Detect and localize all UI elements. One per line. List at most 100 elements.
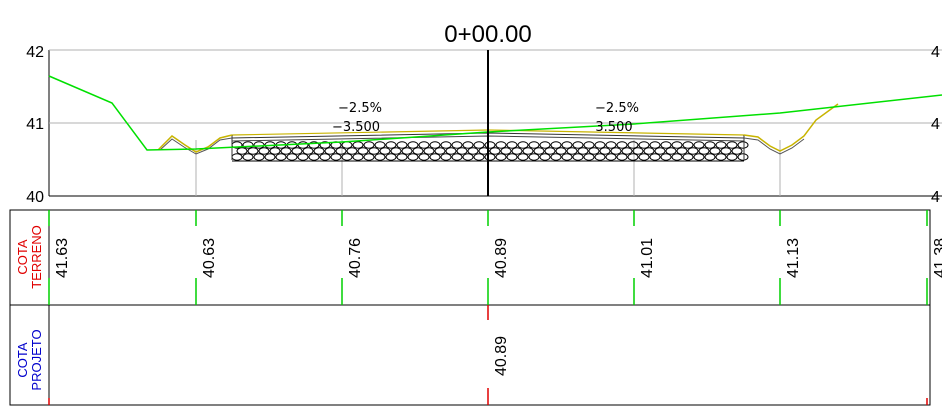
- cobble-stone: [594, 141, 606, 149]
- cobble-stone: [346, 147, 358, 155]
- cobble-stone: [379, 147, 391, 155]
- cobble-stone: [258, 147, 270, 155]
- cobble-stone: [577, 147, 589, 155]
- cobble-stone: [445, 147, 457, 155]
- cobble-stone: [627, 153, 639, 161]
- cobble-stone: [352, 153, 364, 161]
- cobble-stone: [583, 153, 595, 161]
- cobble-stone: [451, 141, 463, 149]
- table-frame: [9, 209, 931, 406]
- cobble-stone: [522, 147, 534, 155]
- cobble-stone: [319, 141, 331, 149]
- cobble-stone: [495, 141, 507, 149]
- cobble-stone: [720, 147, 732, 155]
- y-tick-42: 42: [26, 44, 44, 61]
- cobble-stone: [693, 153, 705, 161]
- width-left-label: −3.500: [332, 120, 380, 135]
- terreno-value: 41.01: [639, 238, 656, 278]
- y-tick-right-41: 4: [931, 116, 940, 133]
- cobble-stone: [610, 147, 622, 155]
- cobble-stone: [539, 141, 551, 149]
- station-title: 0+00.00: [444, 21, 531, 48]
- cobble-stone: [539, 153, 551, 161]
- data-table: [9, 209, 931, 406]
- cobble-stone: [308, 141, 320, 149]
- cobble-stone: [363, 141, 375, 149]
- cobble-stone: [704, 153, 716, 161]
- cobble-stone: [682, 153, 694, 161]
- cobble-stone: [253, 153, 265, 161]
- cobble-stone: [605, 141, 617, 149]
- cobble-stone: [737, 153, 749, 161]
- y-tick-right-42: 4: [931, 44, 940, 61]
- cobble-stone: [737, 141, 749, 149]
- cobble-stone: [385, 141, 397, 149]
- cobble-stone: [368, 147, 380, 155]
- cobble-stone: [456, 147, 468, 155]
- cobble-stone: [649, 141, 661, 149]
- cobble-stone: [671, 153, 683, 161]
- cobble-stone: [588, 147, 600, 155]
- width-right-label: 3.500: [595, 120, 632, 135]
- cobble-stone: [462, 153, 474, 161]
- cobble-stone: [423, 147, 435, 155]
- cobble-stone: [665, 147, 677, 155]
- cobble-stone: [555, 147, 567, 155]
- cobble-stone: [253, 141, 265, 149]
- cobble-stone: [247, 147, 259, 155]
- cobble-stone: [242, 141, 254, 149]
- cobble-stone: [236, 147, 248, 155]
- row-label-terreno: COTA TERRENO: [15, 225, 44, 289]
- cobble-stone: [698, 147, 710, 155]
- cobble-stone: [654, 147, 666, 155]
- row-label-terreno-line1: COTA: [15, 239, 30, 274]
- cobble-stone: [341, 141, 353, 149]
- cobble-stone: [352, 141, 364, 149]
- cobble-stone: [297, 141, 309, 149]
- cobble-stone: [550, 141, 562, 149]
- cobble-stone: [291, 147, 303, 155]
- cobble-stone: [726, 141, 738, 149]
- cobble-stone: [286, 153, 298, 161]
- cobble-stone: [500, 147, 512, 155]
- cobble-stone: [335, 147, 347, 155]
- y-tick-right-40: 4: [931, 189, 940, 206]
- cobble-stone: [715, 153, 727, 161]
- cobble-stone: [566, 147, 578, 155]
- cobble-stone: [467, 147, 479, 155]
- cobble-stone: [511, 147, 523, 155]
- cobble-stone: [440, 141, 452, 149]
- cobble-stone: [632, 147, 644, 155]
- cobble-stone: [396, 141, 408, 149]
- cobble-stone: [682, 141, 694, 149]
- cobble-stone: [676, 147, 688, 155]
- cobble-stone: [605, 153, 617, 161]
- terreno-value: 41.63: [54, 238, 71, 278]
- terreno-value: 40.63: [201, 238, 218, 278]
- cobble-stone: [533, 147, 545, 155]
- cobble-stone: [715, 141, 727, 149]
- cobble-stone: [451, 153, 463, 161]
- terreno-value: 40.89: [493, 238, 510, 278]
- cobble-stone: [412, 147, 424, 155]
- cobble-stone: [660, 153, 672, 161]
- cobble-stone: [473, 153, 485, 161]
- cobble-stone: [561, 153, 573, 161]
- cobble-stone: [638, 153, 650, 161]
- cobble-stone: [583, 141, 595, 149]
- cobble-stone: [313, 147, 325, 155]
- cobble-stone: [517, 153, 529, 161]
- cobble-stone: [418, 141, 430, 149]
- y-tick-40: 40: [26, 189, 44, 206]
- horizontal-grid: [49, 49, 942, 124]
- cobble-stone: [544, 147, 556, 155]
- cobble-stone: [528, 153, 540, 161]
- cobble-stone: [687, 147, 699, 155]
- cobble-stone: [484, 141, 496, 149]
- cobble-stone: [231, 153, 243, 161]
- cobble-stone: [704, 141, 716, 149]
- cobble-stone: [506, 153, 518, 161]
- cobble-stone: [396, 153, 408, 161]
- cobble-stone: [275, 153, 287, 161]
